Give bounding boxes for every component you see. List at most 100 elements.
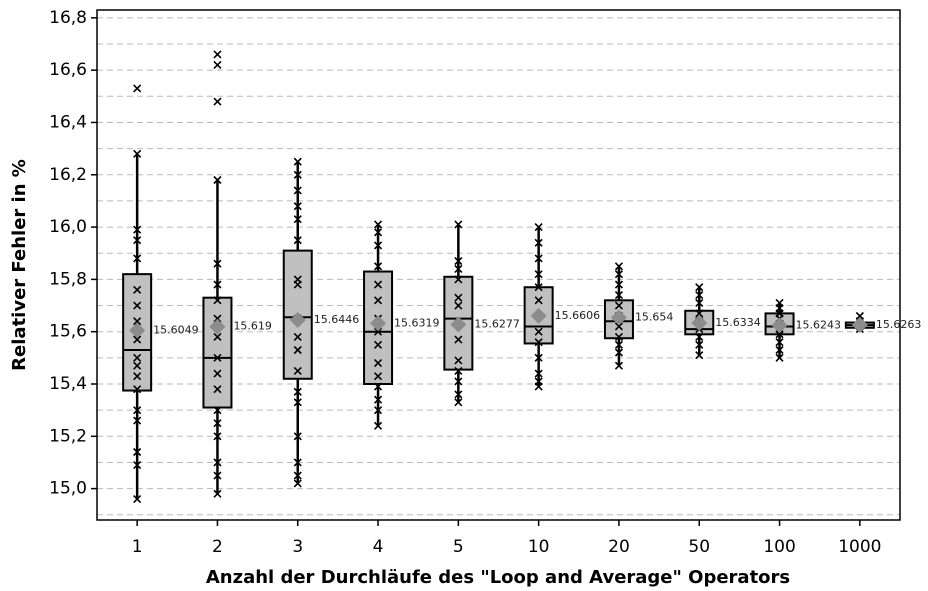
data-point (614, 262, 624, 271)
data-point (293, 398, 302, 407)
x-tick-label: 100 (763, 537, 795, 557)
mean-marker (530, 307, 547, 324)
data-point (454, 220, 463, 229)
mean-marker (370, 315, 387, 332)
data-point (695, 351, 704, 360)
data-point (293, 332, 302, 341)
data-point (454, 335, 463, 344)
data-point (534, 327, 543, 336)
data-point (454, 398, 463, 407)
data-point (133, 361, 142, 370)
mean-label: 15.6334 (715, 316, 761, 329)
data-point (213, 458, 222, 467)
mean-label: 15.654 (635, 311, 674, 324)
data-point (133, 236, 142, 245)
mean-marker (691, 314, 708, 331)
data-point (133, 406, 142, 415)
data-point (293, 387, 302, 396)
data-point (293, 215, 302, 224)
y-tick-label: 16,8 (49, 8, 87, 28)
data-point (454, 257, 463, 266)
data-point (373, 280, 383, 289)
y-tick-label: 15,4 (49, 374, 87, 394)
data-point (454, 356, 463, 365)
mean-label: 15.6049 (153, 323, 199, 336)
data-point (614, 322, 624, 331)
data-point (614, 348, 624, 357)
data-point (373, 372, 383, 381)
data-point (373, 406, 383, 415)
data-point (695, 283, 704, 292)
data-point (373, 340, 383, 349)
data-point (133, 225, 142, 234)
data-point (534, 382, 543, 391)
data-point (775, 338, 784, 347)
data-point (454, 293, 463, 302)
data-point (133, 447, 142, 457)
data-point (373, 262, 383, 271)
x-tick-label: 3 (292, 537, 303, 557)
data-point (213, 419, 222, 428)
data-point (293, 280, 302, 289)
data-point (293, 170, 302, 179)
data-point (133, 353, 142, 362)
data-point (695, 332, 704, 341)
x-tick-label: 1 (132, 537, 143, 557)
data-point (213, 97, 222, 106)
mean-label: 15.619 (233, 320, 272, 333)
data-point (213, 353, 222, 362)
data-point (213, 314, 222, 323)
data-point (534, 238, 543, 247)
data-point (454, 275, 463, 284)
data-point (695, 309, 704, 318)
data-point (534, 223, 543, 232)
data-point (373, 382, 383, 391)
data-point (534, 270, 543, 279)
data-point (213, 50, 222, 59)
data-point (373, 220, 383, 229)
mean-label: 15.6263 (876, 318, 922, 331)
mean-label: 15.6277 (474, 317, 519, 330)
data-point (614, 291, 624, 300)
data-point (534, 283, 543, 292)
data-point (454, 366, 463, 375)
data-point (213, 406, 222, 415)
data-point (133, 495, 142, 504)
mean-marker (771, 317, 788, 334)
y-tick-label: 15,2 (49, 426, 87, 446)
data-point (373, 296, 383, 305)
data-point (213, 296, 222, 305)
data-point (373, 359, 383, 368)
y-tick-label: 16,0 (49, 217, 87, 237)
y-tick-label: 16,4 (49, 112, 87, 132)
x-tick-label: 4 (373, 537, 384, 557)
y-tick-label: 16,2 (49, 165, 87, 185)
data-point (213, 369, 222, 378)
plot-frame (96, 9, 901, 521)
data-point (133, 416, 142, 425)
x-tick-label: 5 (453, 537, 464, 557)
data-point (133, 461, 142, 470)
data-point (695, 298, 704, 307)
x-tick-label: 20 (608, 537, 630, 557)
data-point (293, 236, 302, 245)
data-point (133, 149, 142, 158)
data-point (213, 432, 222, 441)
data-point (534, 296, 543, 305)
mean-marker (129, 322, 146, 339)
data-point (373, 421, 383, 430)
data-point (133, 335, 142, 344)
data-point (213, 60, 222, 69)
data-point (454, 264, 463, 273)
data-point (373, 395, 383, 404)
data-point (695, 340, 704, 349)
data-point (133, 254, 142, 263)
mean-marker (610, 309, 627, 326)
mean-marker (209, 318, 226, 335)
y-axis-title: Relativer Fehler in % (9, 159, 30, 371)
data-point (213, 385, 222, 394)
data-point (293, 186, 302, 195)
data-point (293, 479, 302, 488)
data-point (373, 327, 383, 336)
